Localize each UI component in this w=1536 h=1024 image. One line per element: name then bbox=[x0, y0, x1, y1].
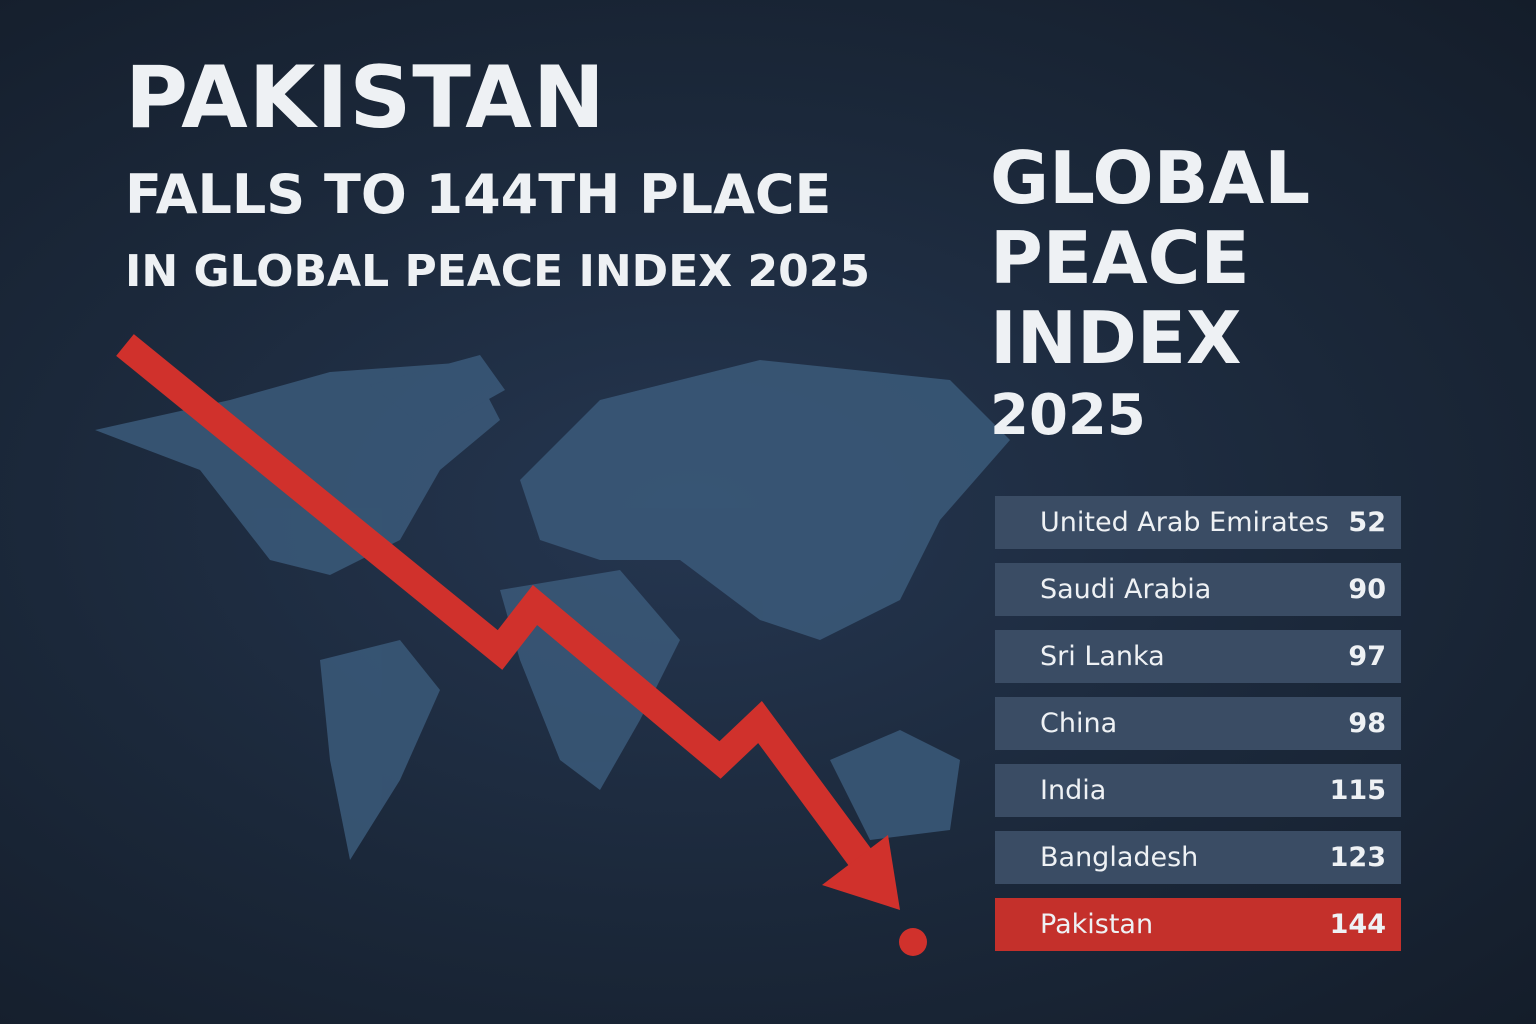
table-row: United Arab Emirates 52 bbox=[995, 496, 1401, 549]
headline-sub: IN GLOBAL PEACE INDEX 2025 bbox=[125, 246, 870, 297]
side-title-line: 2025 bbox=[990, 383, 1146, 448]
country-name: Pakistan bbox=[1040, 909, 1154, 940]
rank: 123 bbox=[1329, 842, 1386, 873]
country-name: India bbox=[1040, 775, 1107, 806]
rank: 98 bbox=[1348, 708, 1386, 739]
table-row: Bangladesh 123 bbox=[995, 831, 1401, 884]
side-title: GLOBAL PEACE INDEX 2025 bbox=[990, 138, 1310, 454]
table-row: Pakistan 144 bbox=[995, 898, 1401, 951]
rank: 90 bbox=[1348, 574, 1386, 605]
country-name: United Arab Emirates bbox=[1040, 507, 1329, 538]
rank: 144 bbox=[1329, 909, 1386, 940]
side-title-line: PEACE bbox=[990, 216, 1250, 300]
headline-sub: FALLS TO 144TH PLACE bbox=[125, 163, 832, 226]
country-name: China bbox=[1040, 708, 1118, 739]
country-name: Saudi Arabia bbox=[1040, 574, 1212, 605]
side-title-line: GLOBAL bbox=[990, 136, 1311, 220]
table-row: Sri Lanka 97 bbox=[995, 630, 1401, 683]
rank: 52 bbox=[1348, 507, 1386, 538]
table-row: India 115 bbox=[995, 764, 1401, 817]
decline-arrow bbox=[116, 334, 927, 956]
rank: 97 bbox=[1348, 641, 1386, 672]
ranking-table: United Arab Emirates 52 Saudi Arabia 90 Sri … bbox=[995, 496, 1401, 965]
country-name: Sri Lanka bbox=[1040, 641, 1165, 672]
table-row: China 98 bbox=[995, 697, 1401, 750]
headline: PAKISTAN bbox=[125, 48, 606, 148]
rank: 115 bbox=[1329, 775, 1386, 806]
country-name: Bangladesh bbox=[1040, 842, 1199, 873]
side-title-line: INDEX bbox=[990, 296, 1242, 380]
table-row: Saudi Arabia 90 bbox=[995, 563, 1401, 616]
